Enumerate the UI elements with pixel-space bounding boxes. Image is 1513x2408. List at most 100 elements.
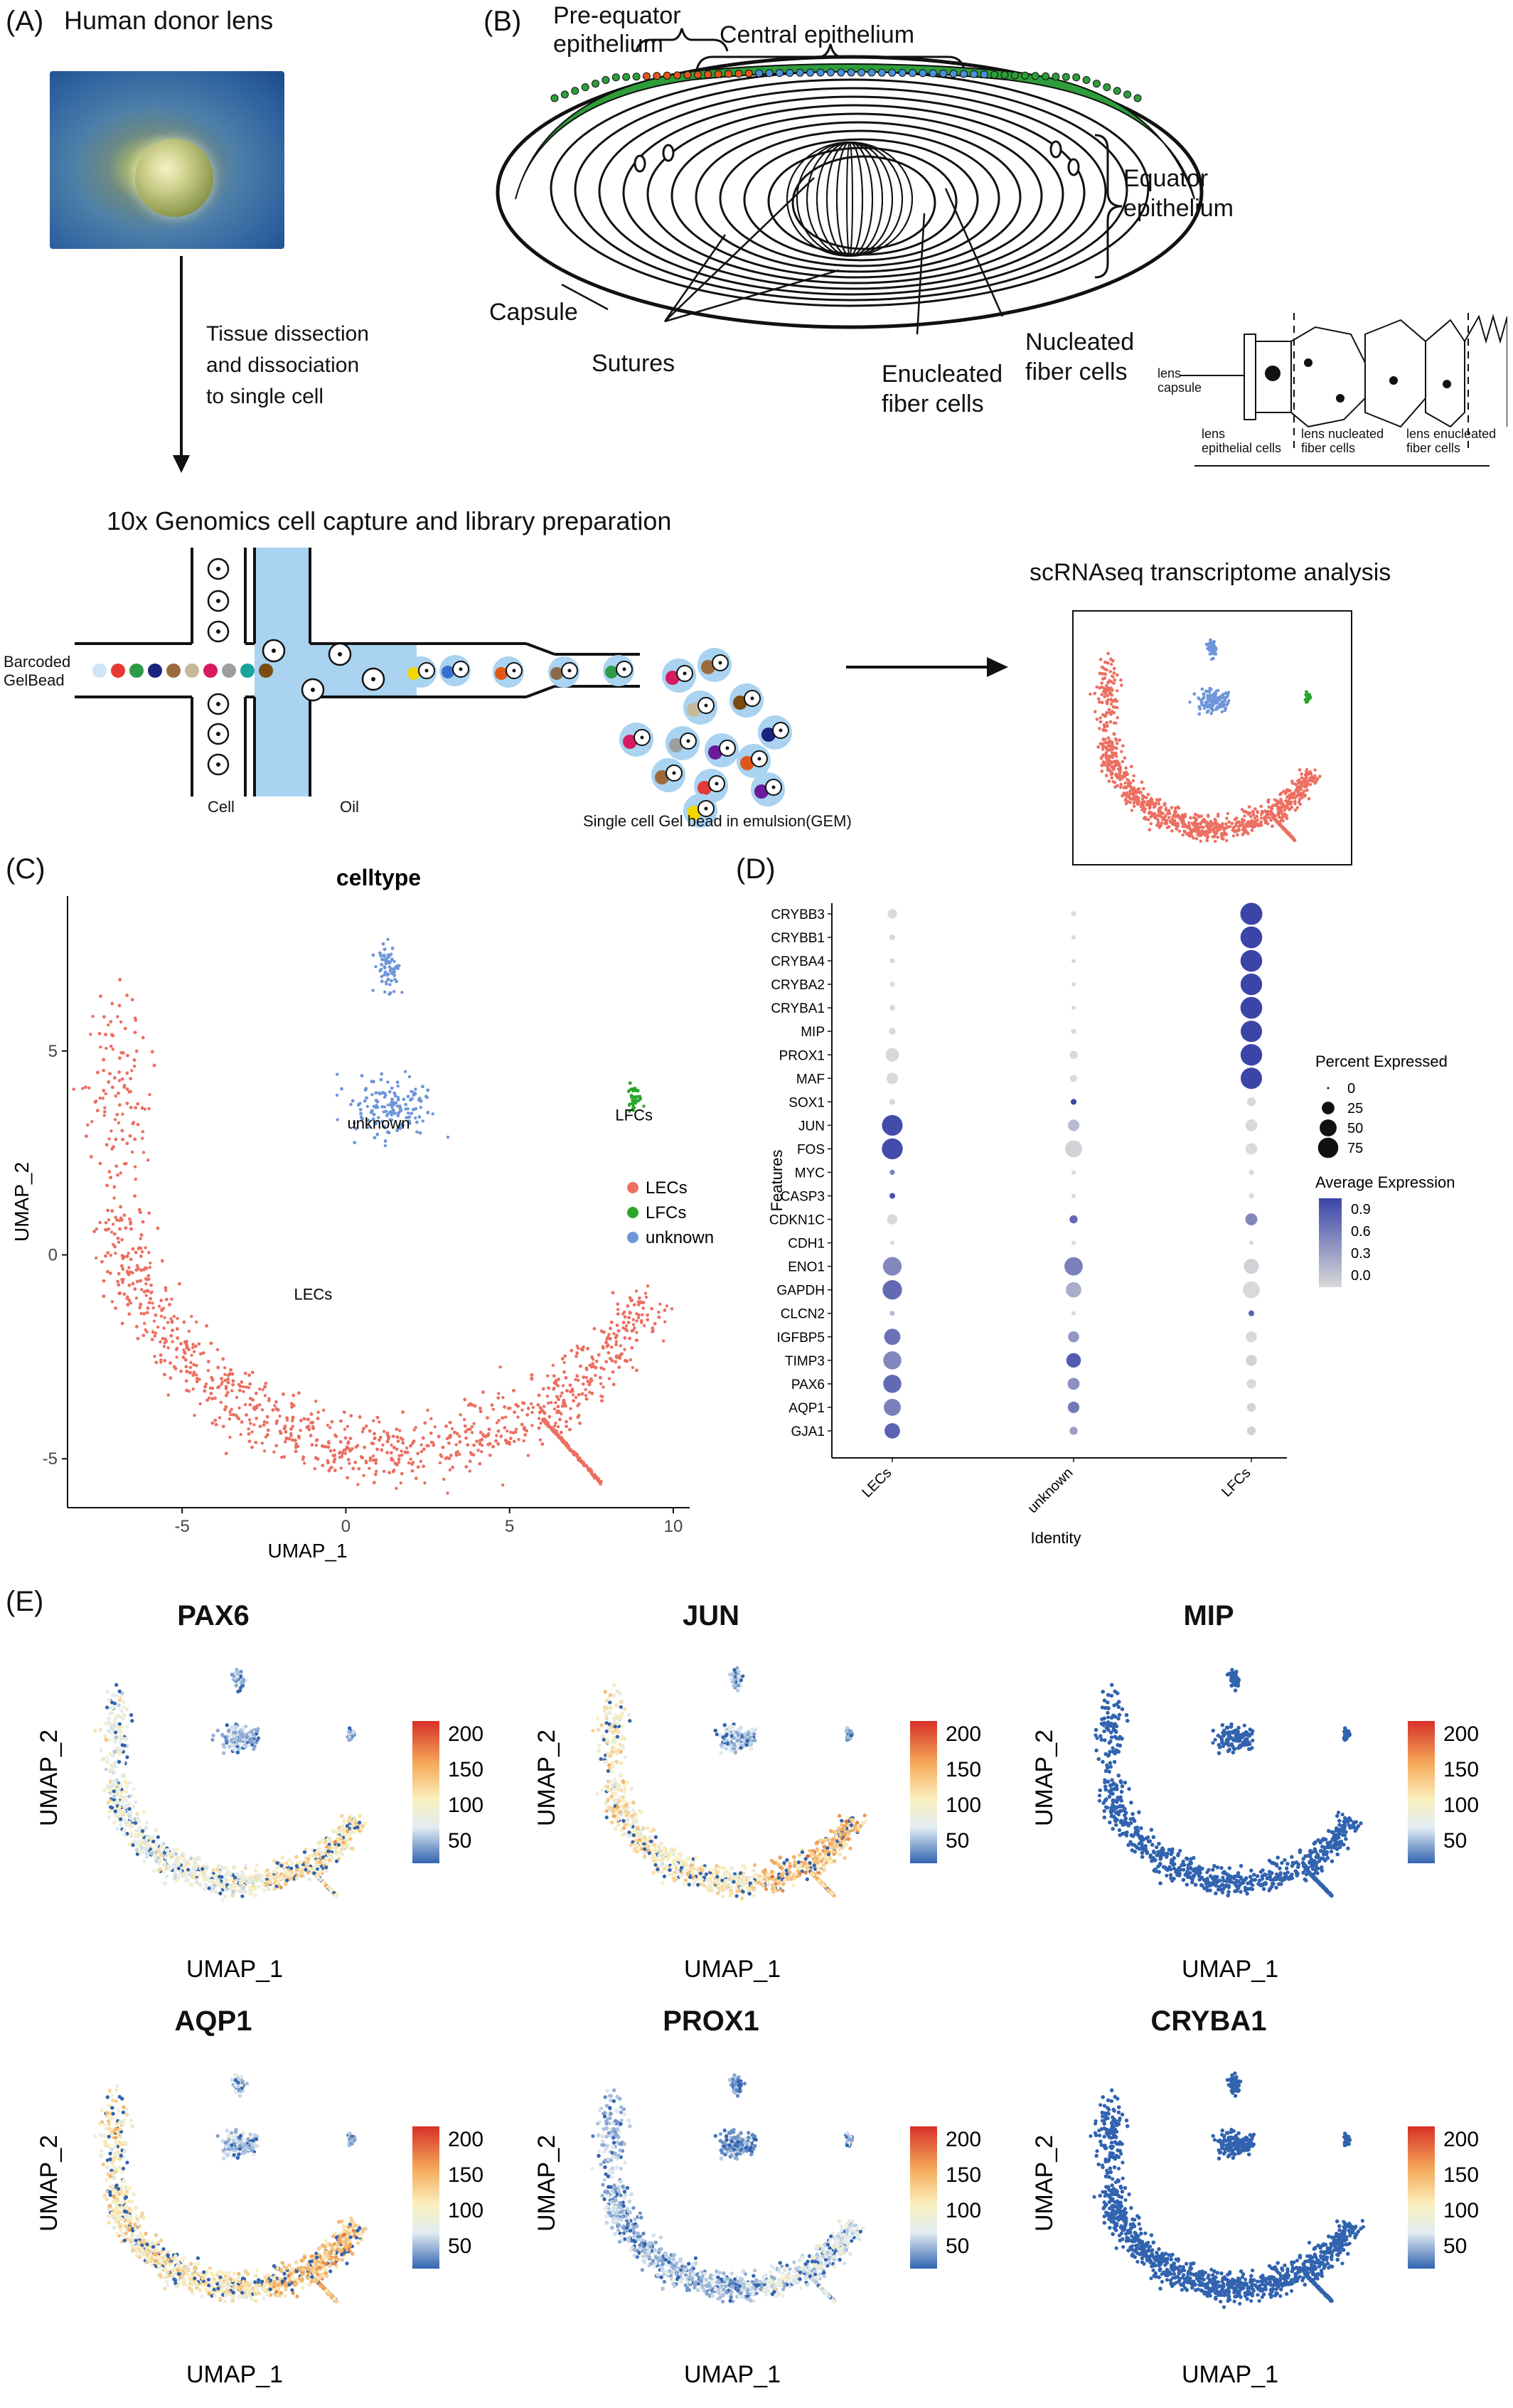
dot bbox=[1240, 902, 1263, 925]
barcoded-label: Barcoded GelBead bbox=[4, 653, 70, 690]
colorbar-tick: 200 bbox=[448, 2128, 483, 2151]
y-axis-label: UMAP_2 bbox=[1031, 1730, 1058, 1826]
dot bbox=[1071, 1193, 1076, 1198]
dot bbox=[887, 1214, 898, 1225]
colorbar-tick: 50 bbox=[448, 2234, 471, 2258]
dot bbox=[1240, 949, 1263, 972]
feature-plot-prox1: PROX1 UMAP_2 UMAP_1 200 150 100 50 bbox=[512, 1998, 1003, 2397]
panel-b-label: (B) bbox=[483, 6, 521, 38]
feature-label: CRYBB1 bbox=[771, 931, 825, 946]
color-legend-entry: 0.0 bbox=[1351, 1268, 1371, 1284]
y-axis-label: UMAP_2 bbox=[1031, 2135, 1058, 2232]
feature-label: CASP3 bbox=[781, 1190, 825, 1205]
gene-title: PROX1 bbox=[604, 2005, 818, 2037]
dot bbox=[1071, 982, 1076, 987]
dot bbox=[886, 1072, 899, 1085]
identity-label: LECs bbox=[859, 1465, 894, 1501]
feature-label: CRYBA2 bbox=[771, 978, 825, 993]
feature-label: PROX1 bbox=[779, 1048, 825, 1063]
dot bbox=[1244, 1259, 1259, 1274]
identity-label: LFCs bbox=[1219, 1465, 1253, 1500]
size-legend-entry: 0 bbox=[1347, 1081, 1355, 1097]
dot bbox=[889, 958, 895, 964]
dot bbox=[889, 934, 896, 941]
capsule-label: Capsule bbox=[489, 299, 578, 326]
colorbar-tick: 200 bbox=[946, 1722, 981, 1746]
inset-epithelial-label: lens epithelial cells bbox=[1202, 427, 1281, 455]
feature-label: JUN bbox=[798, 1119, 825, 1134]
genomics-title: 10x Genomics cell capture and library pr… bbox=[107, 506, 671, 536]
colorbar-tick: 150 bbox=[448, 2163, 483, 2187]
size-legend-title: Percent Expressed bbox=[1315, 1053, 1448, 1070]
dot bbox=[1070, 1099, 1077, 1105]
dot bbox=[882, 1138, 903, 1160]
dot bbox=[882, 1280, 902, 1300]
dot bbox=[1246, 1379, 1256, 1389]
feature-label: TIMP3 bbox=[785, 1354, 825, 1369]
colorbar bbox=[1408, 2126, 1435, 2269]
dot bbox=[1071, 935, 1076, 940]
feature-label: CRYBA1 bbox=[771, 1001, 825, 1016]
expression-points bbox=[93, 1668, 368, 1902]
y-axis-label: UMAP_2 bbox=[533, 2135, 560, 2232]
dot bbox=[1071, 1311, 1076, 1316]
colorbar-tick: 50 bbox=[1443, 1829, 1467, 1853]
inset-enucleated-label: lens enucleated fiber cells bbox=[1406, 427, 1496, 455]
cluster-label: LFCs bbox=[615, 1106, 653, 1124]
legend-entry: LECs bbox=[646, 1178, 688, 1198]
y-tick-label: 0 bbox=[48, 1246, 58, 1265]
feature-plot-mip: MIP UMAP_2 UMAP_1 200 150 100 50 bbox=[1010, 1593, 1500, 1991]
feature-label: CDKN1C bbox=[769, 1213, 825, 1228]
dot bbox=[884, 1328, 901, 1346]
dot bbox=[884, 1398, 901, 1416]
colorbar-tick: 150 bbox=[946, 1758, 981, 1781]
feature-label: MIP bbox=[801, 1025, 825, 1040]
equator-label: Equator epithelium bbox=[1123, 164, 1234, 223]
dot bbox=[1245, 1213, 1258, 1225]
y-axis-label: Features bbox=[768, 1150, 786, 1212]
dot bbox=[889, 1028, 896, 1035]
dot bbox=[1066, 1353, 1081, 1368]
x-axis-label: Identity bbox=[1031, 1529, 1081, 1547]
colorbar-tick: 150 bbox=[448, 1758, 483, 1781]
size-legend-entry: 50 bbox=[1347, 1121, 1363, 1136]
feature-label: IGFBP5 bbox=[776, 1331, 825, 1346]
dot bbox=[1071, 1240, 1076, 1245]
dot bbox=[882, 1114, 903, 1136]
dot bbox=[1246, 1426, 1256, 1436]
x-axis-label: UMAP_1 bbox=[186, 2361, 283, 2388]
colorbar-tick: 200 bbox=[946, 2128, 981, 2151]
colorbar bbox=[910, 2126, 937, 2269]
color-legend-bar bbox=[1319, 1198, 1342, 1287]
lens-diagram bbox=[496, 28, 1507, 467]
x-tick-label: -5 bbox=[175, 1517, 190, 1536]
feature-label: AQP1 bbox=[788, 1401, 825, 1416]
colorbar-tick: 50 bbox=[448, 1829, 471, 1853]
panel-e-label: (E) bbox=[6, 1586, 43, 1618]
expression-points bbox=[1094, 1668, 1363, 1898]
dot bbox=[1249, 1240, 1253, 1245]
photo-title: Human donor lens bbox=[64, 6, 273, 36]
expression-points bbox=[590, 2073, 865, 2303]
microfluidics-diagram bbox=[75, 548, 792, 828]
panel-d-label: (D) bbox=[736, 853, 776, 885]
dot bbox=[1068, 1331, 1079, 1343]
gene-title: MIP bbox=[1102, 1600, 1315, 1632]
y-axis-label: UMAP_2 bbox=[533, 1730, 560, 1826]
colorbar-tick: 100 bbox=[448, 2199, 483, 2222]
x-axis-label: UMAP_1 bbox=[684, 2361, 781, 2388]
sutures-label: Sutures bbox=[592, 350, 675, 378]
color-legend-entry: 0.3 bbox=[1351, 1246, 1371, 1262]
colorbar-tick: 200 bbox=[1443, 1722, 1479, 1746]
celltype-title: celltype bbox=[336, 865, 421, 890]
dot bbox=[889, 981, 895, 987]
feature-label: CLCN2 bbox=[781, 1307, 825, 1322]
umap-points bbox=[72, 937, 674, 1495]
colorbar-tick: 150 bbox=[1443, 2163, 1479, 2187]
pre-equator-label: Pre-equator epithelium bbox=[553, 1, 681, 58]
dot bbox=[1240, 1021, 1263, 1043]
dot bbox=[889, 1005, 896, 1011]
dot bbox=[1240, 973, 1263, 996]
dot bbox=[884, 1423, 900, 1439]
feature-plot-aqp1: AQP1 UMAP_2 UMAP_1 200 150 100 50 bbox=[14, 1998, 505, 2397]
